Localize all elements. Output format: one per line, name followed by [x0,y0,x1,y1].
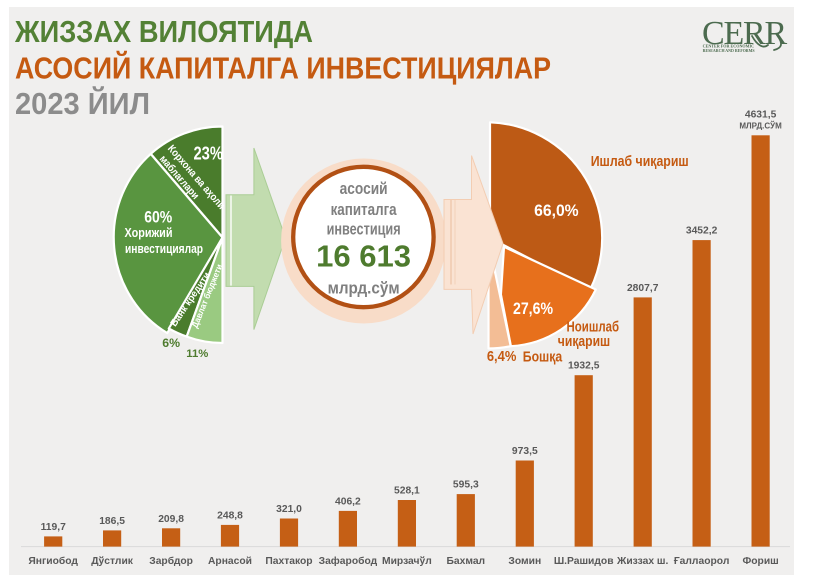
svg-text:2807,7: 2807,7 [627,283,659,294]
svg-text:АСОСИЙ КАПИТАЛГА ИНВЕСТИЦИЯЛАР: АСОСИЙ КАПИТАЛГА ИНВЕСТИЦИЯЛАР [15,50,551,86]
svg-text:чиқариш: чиқариш [558,333,610,350]
svg-text:инвестиция: инвестиция [327,220,401,239]
svg-text:Мирзачўл: Мирзачўл [382,555,432,567]
svg-text:11%: 11% [186,348,208,360]
svg-text:Зафаробод: Зафаробод [319,555,378,567]
svg-text:капиталга: капиталга [331,200,397,219]
svg-text:60%: 60% [144,208,172,227]
svg-text:119,7: 119,7 [41,522,66,533]
svg-text:асосий: асосий [340,179,388,198]
svg-text:2023 ЙИЛ: 2023 ЙИЛ [15,85,150,121]
svg-text:1932,5: 1932,5 [568,361,600,372]
svg-text:Жиззах ш.: Жиззах ш. [616,556,668,567]
svg-text:Ш.Рашидов: Ш.Рашидов [554,556,614,567]
svg-text:Ишлаб чиқариш: Ишлаб чиқариш [591,153,689,170]
svg-text:4631,5: 4631,5 [745,110,777,121]
svg-text:CERR: CERR [702,15,788,52]
svg-text:Зомин: Зомин [508,556,541,567]
svg-text:CENTER FOR ECONOMIC: CENTER FOR ECONOMIC [703,43,755,48]
svg-text:Дўстлик: Дўстлик [91,555,134,567]
svg-text:Ноишлаб: Ноишлаб [567,318,620,335]
svg-text:Бошқа: Бошқа [523,350,563,366]
svg-text:16 613: 16 613 [316,239,411,274]
svg-text:инвестициялар: инвестициялар [125,242,203,256]
svg-text:Хорижий: Хорижий [125,226,173,240]
svg-text:6,4%: 6,4% [487,349,517,365]
svg-text:RESEARCH AND REFORMS: RESEARCH AND REFORMS [703,48,755,53]
svg-text:6%: 6% [162,336,180,350]
svg-text:Янгиобод: Янгиобод [28,555,78,567]
svg-text:66,0%: 66,0% [534,202,579,220]
svg-text:ЖИЗЗАХ ВИЛОЯТИДА: ЖИЗЗАХ ВИЛОЯТИДА [14,15,313,49]
svg-text:Зарбдор: Зарбдор [149,555,193,567]
svg-text:528,1: 528,1 [394,486,420,497]
svg-text:Фориш: Фориш [742,556,778,567]
svg-text:248,8: 248,8 [217,510,243,521]
svg-text:МЛРД.СЎМ: МЛРД.СЎМ [739,122,782,131]
svg-text:321,0: 321,0 [276,504,302,515]
svg-text:23%: 23% [193,142,223,163]
svg-text:Ғаллаорол: Ғаллаорол [674,556,730,567]
svg-text:595,3: 595,3 [453,480,479,491]
svg-text:186,5: 186,5 [99,516,125,527]
svg-text:27,6%: 27,6% [513,300,553,318]
svg-text:209,8: 209,8 [158,514,184,525]
svg-text:Арнасой: Арнасой [208,556,252,567]
svg-text:973,5: 973,5 [512,446,538,457]
svg-text:406,2: 406,2 [335,496,361,507]
svg-text:3452,2: 3452,2 [686,226,718,237]
svg-text:млрд.сўм: млрд.сўм [328,279,400,298]
svg-text:Бахмал: Бахмал [446,556,485,567]
svg-text:Пахтакор: Пахтакор [265,556,312,567]
